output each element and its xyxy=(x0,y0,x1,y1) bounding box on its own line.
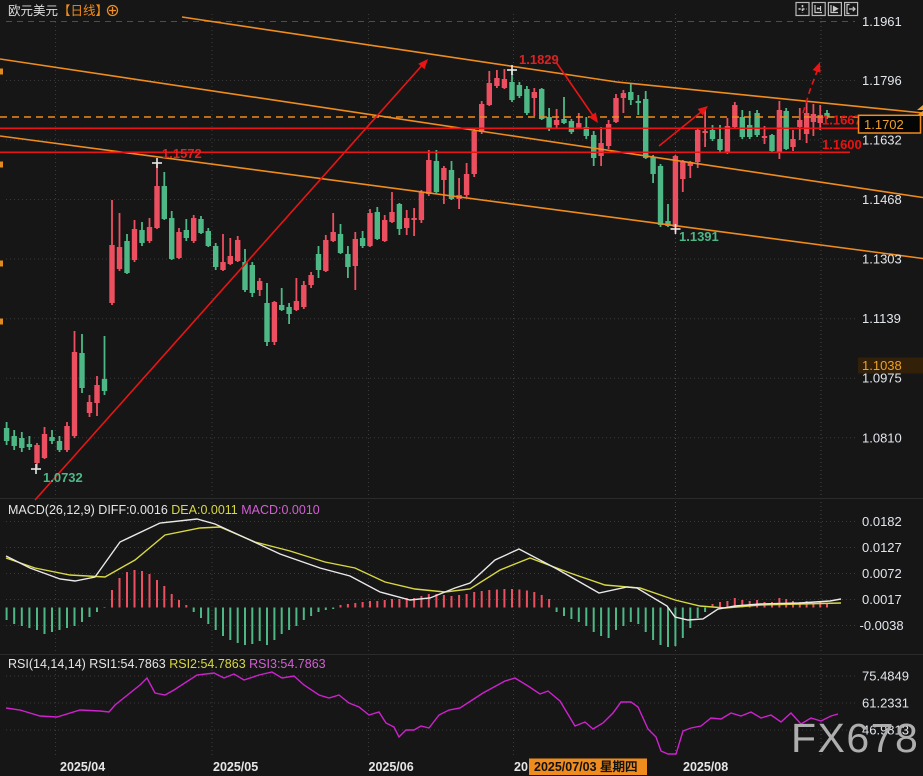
svg-text:75.4849: 75.4849 xyxy=(862,669,909,684)
svg-text:2025/04: 2025/04 xyxy=(60,760,105,774)
svg-text:1.0732: 1.0732 xyxy=(43,470,83,485)
svg-text:1.1702: 1.1702 xyxy=(864,117,904,132)
svg-text:0.0017: 0.0017 xyxy=(862,592,902,607)
svg-text:46.9813: 46.9813 xyxy=(862,723,909,738)
svg-text:MACD(26,12,9) DIFF:0.0016 DEA: MACD(26,12,9) DIFF:0.0016 DEA:0.0011 MAC… xyxy=(8,503,320,517)
svg-text:0.0127: 0.0127 xyxy=(862,540,902,555)
svg-text:1.1038: 1.1038 xyxy=(862,358,902,373)
svg-text:0.0072: 0.0072 xyxy=(862,566,902,581)
svg-text:1.1391: 1.1391 xyxy=(679,229,719,244)
svg-text:1.1600: 1.1600 xyxy=(822,137,862,152)
svg-text:2025/05: 2025/05 xyxy=(213,760,258,774)
svg-text:2025/06: 2025/06 xyxy=(369,760,414,774)
svg-text:1.1139: 1.1139 xyxy=(862,311,901,326)
svg-text:1.1667: 1.1667 xyxy=(822,113,862,128)
svg-text:1.0975: 1.0975 xyxy=(862,371,902,386)
svg-text:-0.0038: -0.0038 xyxy=(860,618,904,633)
svg-text:2025/08: 2025/08 xyxy=(683,760,728,774)
svg-text:1.0810: 1.0810 xyxy=(862,430,902,445)
svg-text:1.1303: 1.1303 xyxy=(862,252,902,267)
svg-text:1.1829: 1.1829 xyxy=(519,52,559,67)
svg-text:1.1961: 1.1961 xyxy=(862,14,902,29)
svg-text:61.2331: 61.2331 xyxy=(862,696,909,711)
svg-text:RSI(14,14,14) RSI1:54.7863 RS: RSI(14,14,14) RSI1:54.7863 RSI2:54.7863 … xyxy=(8,657,326,671)
svg-text:1.1632: 1.1632 xyxy=(862,133,902,148)
svg-text:FX678: FX678 xyxy=(791,715,919,761)
svg-text:1.1572: 1.1572 xyxy=(162,146,202,161)
svg-text:0.0182: 0.0182 xyxy=(862,514,902,529)
svg-text:欧元美元【日线】: 欧元美元【日线】 xyxy=(8,4,108,18)
svg-text:1.1468: 1.1468 xyxy=(862,192,902,207)
svg-text:2025/07/03 星期四: 2025/07/03 星期四 xyxy=(534,759,638,774)
svg-text:1.1796: 1.1796 xyxy=(862,73,902,88)
svg-text:20: 20 xyxy=(514,760,528,774)
